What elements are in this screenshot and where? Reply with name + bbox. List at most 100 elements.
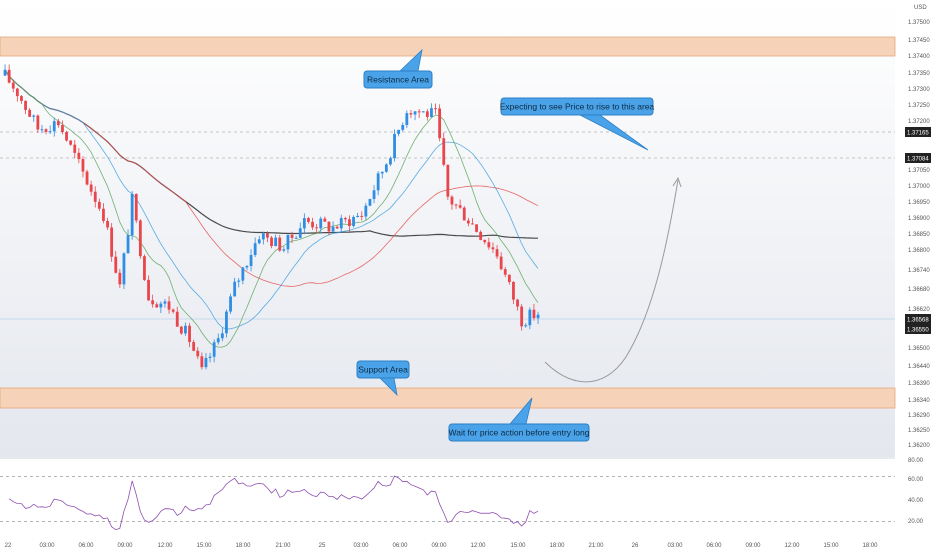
price-tick-label: 1.36290 — [908, 413, 930, 419]
candle-body — [204, 358, 208, 368]
candle-body — [143, 256, 146, 280]
callout-2: Expecting to see Price to rise to this a… — [500, 97, 655, 151]
candle-body — [323, 218, 327, 222]
callout-box — [500, 97, 654, 116]
candle-body — [430, 108, 433, 117]
candle-body — [380, 171, 384, 174]
price-tick-label: 1.36740 — [908, 268, 930, 274]
candle-body — [471, 223, 474, 225]
candle-body — [450, 196, 454, 205]
callout-box — [356, 360, 410, 379]
candle-body — [343, 218, 347, 220]
price-tag-text: 1.36568 — [907, 318, 929, 324]
price-tick-label: 1.37500 — [908, 20, 930, 26]
callout-4: Wait for price action before entry long — [448, 397, 590, 442]
currency-label: USD — [914, 5, 927, 11]
candle-body — [261, 233, 265, 240]
candle-body — [462, 207, 466, 221]
candle-body — [233, 281, 237, 297]
candle-body — [491, 247, 495, 250]
candle-body — [475, 224, 478, 232]
candle-body — [499, 256, 503, 270]
time-tick-label: 06:00 — [78, 543, 94, 549]
candle-body — [77, 152, 81, 160]
candle-body — [331, 226, 335, 232]
price-tick-label: 1.37050 — [908, 168, 930, 174]
time-tick-label: 18:00 — [235, 543, 251, 549]
candle-body — [175, 311, 179, 327]
candle-body — [266, 233, 269, 238]
candle-body — [97, 201, 101, 209]
price-tag: 1.37165 — [905, 127, 931, 137]
candle-body — [503, 269, 507, 275]
candle-body — [421, 111, 425, 113]
price-tick-label: 1.36500 — [908, 346, 930, 352]
price-tag-text: 1.37084 — [907, 157, 929, 163]
candle-body — [32, 115, 36, 117]
price-tag-box — [905, 314, 931, 324]
candle-body — [339, 218, 343, 229]
price-tick-label: 1.36950 — [908, 200, 930, 206]
candle-body — [52, 121, 56, 132]
time-tick-label: 26 — [632, 543, 639, 549]
candle-body — [167, 301, 171, 310]
candle-body — [3, 69, 7, 76]
price-tag: 1.36568 — [905, 314, 931, 324]
candle-body — [413, 111, 417, 115]
time-tick-label: 03:00 — [667, 543, 683, 549]
price-tick-label: 1.36800 — [908, 248, 930, 254]
callout-text: Support Area — [358, 365, 408, 375]
callout-text: Wait for price action before entry long — [449, 428, 590, 438]
price-tag-text: 1.36550 — [907, 328, 929, 334]
candle-body — [216, 338, 220, 343]
candle-body — [196, 350, 200, 357]
candle-body — [466, 220, 470, 224]
candle-body — [188, 325, 191, 343]
candle-body — [384, 164, 388, 172]
candle-body — [364, 205, 368, 217]
candle-body — [487, 242, 491, 248]
candle-body — [56, 121, 60, 126]
candle-body — [114, 256, 118, 273]
price-pane-background — [0, 0, 895, 457]
candle-body — [253, 243, 257, 256]
price-tick-label: 1.37250 — [908, 103, 930, 109]
candle-body — [368, 199, 372, 206]
time-tick-label: 12:00 — [470, 543, 486, 549]
price-tag: 1.37084 — [905, 153, 931, 163]
time-tick-label: 18:00 — [549, 543, 565, 549]
candle-body — [130, 193, 134, 236]
time-axis[interactable]: 22 03:00 06:00 09:00 12:00 15:00 18:00 21:00 25 0… — [5, 543, 879, 549]
candle-body — [73, 144, 77, 153]
ma-line-3 — [4, 69, 539, 330]
candle-body — [278, 237, 282, 251]
candle-body — [122, 253, 126, 285]
candle-body — [155, 304, 159, 308]
candle-body — [245, 265, 249, 268]
price-tick-label: 1.36850 — [908, 232, 930, 238]
candle-body — [61, 125, 64, 133]
rsi-line — [8, 475, 539, 531]
callout-text: Expecting to see Price to rise to this a… — [500, 102, 655, 112]
candle-body — [118, 272, 122, 285]
time-tick-label: 22 — [5, 543, 12, 549]
candle-body — [20, 96, 23, 101]
price-tag: 1.36550 — [905, 324, 931, 334]
price-tick-label: 1.36440 — [908, 364, 930, 370]
price-axis[interactable]: USD 1.37500 1.37450 1.37400 1.37350 1.37300 1.… — [908, 5, 930, 525]
callout-3: Support Area — [356, 360, 410, 397]
candle-body — [298, 228, 302, 238]
candle-body — [417, 111, 421, 113]
candle-body — [438, 108, 442, 139]
candle-body — [208, 356, 212, 359]
candle-body — [257, 239, 261, 244]
price-tick-label: 1.36680 — [908, 287, 930, 293]
ma-line-4 — [4, 69, 539, 348]
callout-box — [448, 423, 590, 442]
price-tick-label: 1.37000 — [908, 184, 930, 190]
candle-body — [335, 226, 339, 229]
candle-body — [454, 204, 458, 206]
callout-1: Resistance Area — [363, 48, 433, 89]
time-tick-label: 15:00 — [196, 543, 212, 549]
